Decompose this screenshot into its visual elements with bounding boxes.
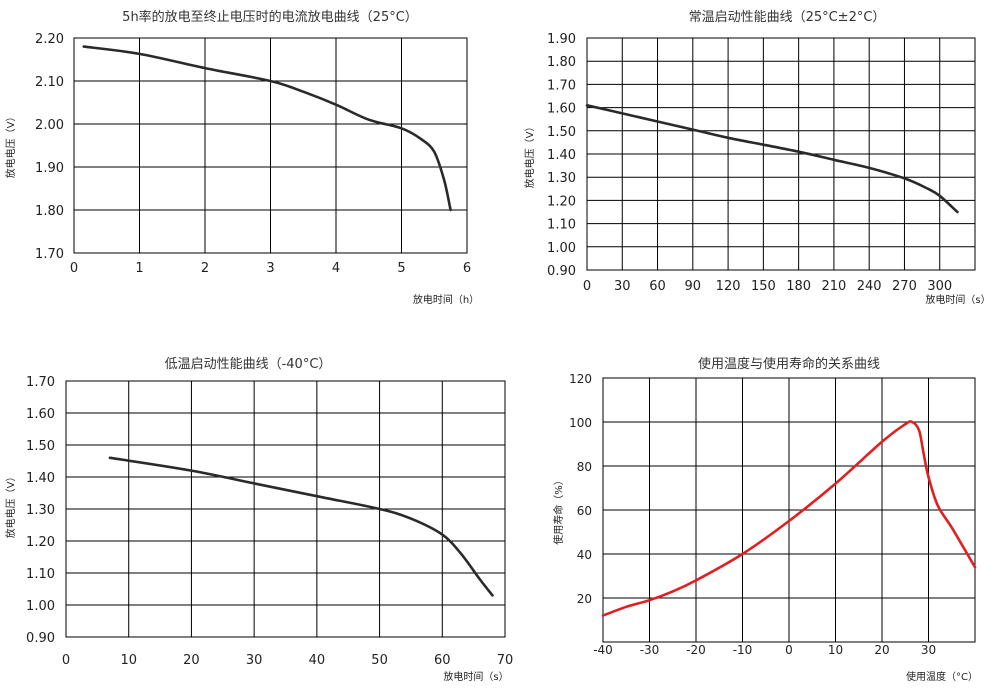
chart-1-y-tick: 1.80 — [35, 204, 64, 219]
chart-1-y-label: 放电电压（V） — [4, 112, 17, 179]
chart-3-y-tick: 1.10 — [26, 567, 55, 582]
chart-3-x-tick: 50 — [371, 653, 388, 668]
chart-3-y-tick: 1.40 — [26, 471, 55, 486]
chart-2-x-tick: 300 — [927, 279, 952, 294]
chart-4-x-tick: -40 — [593, 643, 613, 657]
chart-2-y-tick: 1.10 — [547, 218, 576, 233]
chart-4-y-tick: 40 — [577, 548, 592, 562]
chart-3-y-tick: 1.30 — [26, 503, 55, 518]
chart-2-x-tick: 120 — [716, 279, 741, 294]
chart-2-y-tick: 0.90 — [547, 264, 576, 279]
chart-1-x-tick: 1 — [135, 261, 143, 276]
chart-1-y-tick: 1.70 — [35, 247, 64, 262]
chart-2-y-tick: 1.50 — [547, 125, 576, 140]
chart-2-y-tick: 1.80 — [547, 55, 576, 70]
chart-1-x-tick: 4 — [332, 261, 340, 276]
chart-2-y-tick: 1.70 — [547, 78, 576, 93]
chart-3-title: 低温启动性能曲线（-40°C） — [165, 357, 332, 372]
chart-2-y-tick: 1.00 — [547, 241, 576, 256]
chart-3-x-tick: 40 — [309, 653, 326, 668]
chart-4-x-tick: -20 — [686, 643, 706, 657]
chart-3-y-label: 放电电压（V） — [4, 472, 17, 539]
chart-3-x-tick: 70 — [497, 653, 514, 668]
chart-4-y-label: 使用寿命（%） — [552, 475, 565, 545]
chart-1-x-tick: 2 — [201, 261, 209, 276]
chart-2-x-tick: 240 — [857, 279, 882, 294]
chart-2-x-tick: 210 — [821, 279, 846, 294]
chart-4-x-tick: 30 — [921, 643, 936, 657]
chart-3-y-tick: 1.70 — [26, 375, 55, 390]
chart-3-y-tick: 1.00 — [26, 599, 55, 614]
chart-2-x-tick: 180 — [786, 279, 811, 294]
chart-3-x-tick: 60 — [434, 653, 451, 668]
chart-4-y-tick: 20 — [577, 592, 592, 606]
chart-2-x-label: 放电时间（s） — [925, 293, 990, 306]
chart-1-y-tick: 1.90 — [35, 161, 64, 176]
chart-3-x-tick: 20 — [183, 653, 200, 668]
chart-4-y-tick: 80 — [577, 460, 592, 474]
chart-2-x-tick: 30 — [614, 279, 631, 294]
chart-2-y-tick: 1.20 — [547, 194, 576, 209]
chart-3-x-tick: 30 — [246, 653, 263, 668]
chart-4-x-tick: 20 — [874, 643, 889, 657]
chart-1-x-tick: 3 — [266, 261, 274, 276]
chart-4-y-tick: 100 — [569, 416, 592, 430]
chart-2-x-tick: 270 — [892, 279, 917, 294]
chart-3-x-label: 放电时间（s） — [443, 670, 508, 683]
chart-2-title: 常温启动性能曲线（25°C±2°C） — [689, 10, 886, 25]
chart-3-y-tick: 1.60 — [26, 407, 55, 422]
chart-2-y-tick: 1.90 — [547, 32, 576, 47]
chart-2-y-tick: 1.30 — [547, 171, 576, 186]
chart-1-y-tick: 2.10 — [35, 75, 64, 90]
chart-4-title: 使用温度与使用寿命的关系曲线 — [698, 356, 880, 372]
chart-1-x-tick: 6 — [463, 261, 471, 276]
chart-1-x-tick: 5 — [397, 261, 405, 276]
chart-4-x-label: 使用温度（°C） — [906, 670, 978, 683]
chart-1-x-label: 放电时间（h） — [413, 293, 479, 306]
chart-4-x-tick: -10 — [733, 643, 753, 657]
chart-4-x-tick: 10 — [828, 643, 843, 657]
chart-2-x-tick: 60 — [649, 279, 666, 294]
chart-1-y-tick: 2.20 — [35, 32, 64, 47]
chart-2-series-line — [585, 104, 959, 214]
chart-4-x-tick: 0 — [785, 643, 793, 657]
chart-4-y-tick: 60 — [577, 504, 592, 518]
chart-4-y-tick: 120 — [569, 372, 592, 386]
chart-1-series-line — [82, 45, 452, 212]
chart-3-frame — [65, 380, 506, 638]
chart-2-y-tick: 1.60 — [547, 102, 576, 117]
chart-1-x-tick: 0 — [70, 261, 78, 276]
chart-1-frame — [73, 37, 468, 254]
chart-1-y-tick: 2.00 — [35, 118, 64, 133]
chart-2-frame — [586, 37, 976, 271]
chart-2-y-label: 放电电压（V） — [523, 122, 536, 189]
chart-4-series-line — [601, 420, 977, 617]
chart-2-x-tick: 150 — [751, 279, 776, 294]
chart-3-y-tick: 0.90 — [26, 631, 55, 646]
chart-3-y-tick: 1.50 — [26, 439, 55, 454]
chart-3-y-tick: 1.20 — [26, 535, 55, 550]
chart-3-x-tick: 10 — [120, 653, 137, 668]
chart-2-x-tick: 90 — [685, 279, 702, 294]
chart-3-series-line — [108, 456, 494, 597]
chart-2-y-tick: 1.40 — [547, 148, 576, 163]
chart-3-x-tick: 0 — [62, 653, 70, 668]
chart-1-title: 5h率的放电至终止电压时的电流放电曲线（25°C） — [122, 9, 418, 25]
chart-2-x-tick: 0 — [583, 279, 591, 294]
chart-4-frame — [602, 377, 976, 643]
chart-4-x-tick: -30 — [640, 643, 660, 657]
